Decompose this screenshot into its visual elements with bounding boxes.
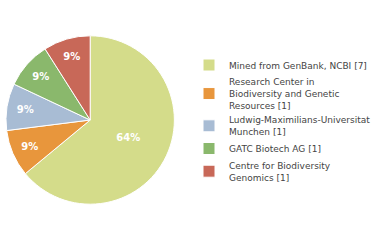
svg-text:9%: 9%	[63, 51, 80, 62]
svg-text:GATC Biotech AG [1]: GATC Biotech AG [1]	[229, 144, 321, 154]
svg-text:Centre for BiodiversityGenomic: Centre for BiodiversityGenomics [1]	[229, 161, 331, 183]
svg-text:9%: 9%	[32, 71, 49, 82]
svg-text:Mined from GenBank, NCBI [7]: Mined from GenBank, NCBI [7]	[229, 61, 367, 71]
svg-text:Research Center inBiodiversity: Research Center inBiodiversity and Genet…	[229, 77, 339, 110]
svg-text:64%: 64%	[116, 132, 140, 143]
svg-text:9%: 9%	[21, 141, 38, 152]
svg-text:9%: 9%	[17, 104, 34, 115]
svg-text:Ludwig-Maximilians-Universitat: Ludwig-Maximilians-UniversitatMunchen [1…	[229, 115, 370, 137]
